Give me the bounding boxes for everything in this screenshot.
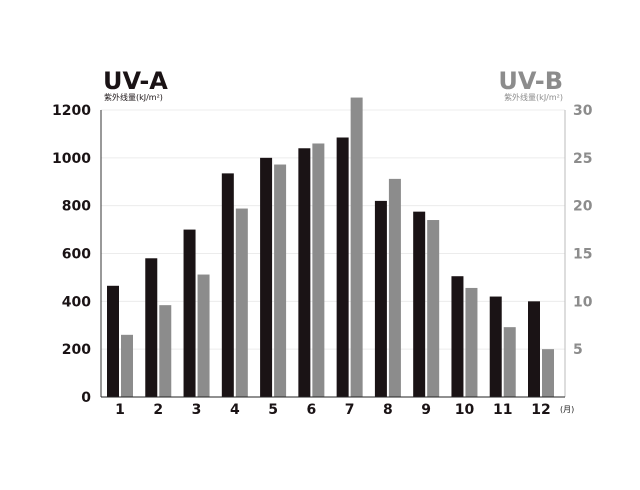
right-tick-label: 15 — [573, 247, 592, 263]
bar-uv-a — [107, 285, 119, 397]
right-axis-unit: 紫外线量(kJ/m²) — [504, 92, 563, 102]
bar-uv-b — [197, 274, 210, 397]
right-axis-title: UV-B — [498, 67, 563, 95]
left-tick-labels: 0 200 400 600 800 1000 1200 — [52, 103, 91, 406]
bar-uv-a — [489, 296, 502, 397]
bar-uv-b — [350, 97, 363, 398]
x-axis-unit: (月) — [560, 405, 574, 414]
bar-uv-a — [336, 137, 349, 398]
bar-uv-a — [260, 157, 273, 397]
bar-uv-a — [374, 200, 387, 397]
right-tick-label: 20 — [573, 199, 593, 215]
x-tick-label: 7 — [345, 402, 355, 418]
left-tick-label: 800 — [62, 199, 91, 215]
bar-uv-a — [145, 258, 158, 397]
bar-uv-b — [159, 305, 172, 397]
left-axis-title: UV-A — [103, 67, 168, 95]
bar-uv-b — [274, 164, 287, 397]
bar-uv-a — [298, 148, 311, 397]
x-tick-label: 3 — [192, 402, 202, 418]
bar-uv-b — [542, 349, 554, 397]
x-tick-label: 9 — [421, 402, 431, 418]
x-tick-label: 10 — [455, 402, 475, 418]
left-tick-label: 400 — [62, 294, 91, 310]
bar-uv-a — [221, 173, 234, 397]
x-tick-label: 8 — [383, 402, 393, 418]
bar-uv-a — [451, 276, 464, 397]
x-tick-label: 4 — [230, 402, 240, 418]
left-tick-label: 200 — [62, 342, 91, 358]
right-tick-label: 10 — [573, 294, 593, 310]
left-tick-label: 1200 — [52, 103, 91, 119]
bar-uv-b — [503, 327, 516, 397]
x-tick-label: 12 — [531, 402, 550, 418]
bar-uv-b — [312, 143, 325, 397]
bar-uv-a — [183, 229, 196, 397]
x-tick-label: 6 — [306, 402, 316, 418]
bar-uv-b — [388, 178, 401, 397]
right-tick-label: 5 — [573, 342, 583, 358]
left-axis-unit: 紫外线量(kJ/m²) — [104, 92, 163, 102]
bar-uv-b — [465, 287, 478, 397]
x-tick-label: 11 — [493, 402, 512, 418]
bars — [107, 97, 554, 398]
x-tick-label: 2 — [153, 402, 163, 418]
bar-uv-b — [427, 220, 440, 397]
left-tick-label: 0 — [81, 390, 91, 406]
left-tick-label: 1000 — [52, 151, 91, 167]
right-tick-label: 25 — [573, 151, 592, 167]
bar-uv-a — [413, 211, 426, 397]
bar-uv-b — [121, 334, 133, 397]
x-tick-labels: 1 2 3 4 5 6 7 8 9 10 11 12 — [115, 402, 551, 418]
x-tick-label: 5 — [268, 402, 278, 418]
left-tick-label: 600 — [62, 247, 91, 263]
gridlines — [101, 109, 565, 350]
bar-uv-a — [528, 301, 540, 397]
right-tick-labels: 5 10 15 20 25 30 — [573, 103, 593, 358]
x-tick-label: 1 — [115, 402, 125, 418]
right-tick-label: 30 — [573, 103, 593, 119]
bar-uv-b — [235, 208, 248, 397]
